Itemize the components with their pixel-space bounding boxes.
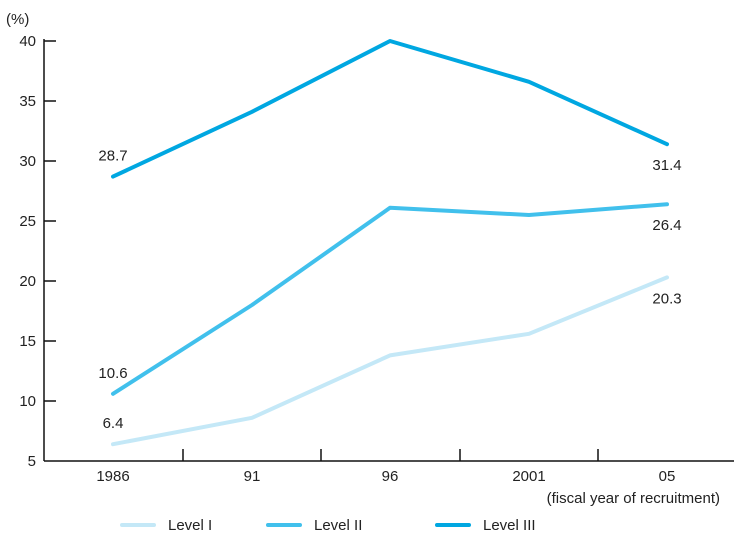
series-line-1 <box>111 275 669 447</box>
legend-label: Level II <box>314 517 362 534</box>
data-label: 6.4 <box>103 415 124 432</box>
legend-label: Level I <box>168 517 212 534</box>
data-label: 20.3 <box>652 290 681 307</box>
y-axis-unit-label: (%) <box>6 11 29 28</box>
data-label: 31.4 <box>652 157 681 174</box>
data-label: 10.6 <box>98 365 127 382</box>
y-tick-label: 15 <box>19 333 36 350</box>
y-tick-label: 35 <box>19 93 36 110</box>
data-label: 26.4 <box>652 217 681 234</box>
axes: 5 10 15 20 25 30 35 40 1986 91 96 2001 05 <box>19 33 734 485</box>
legend-label: Level III <box>483 517 536 534</box>
y-tick-label: 40 <box>19 33 36 50</box>
y-tick-label: 20 <box>19 273 36 290</box>
legend: Level I Level II Level III <box>120 517 536 534</box>
x-tick-label: 91 <box>244 468 261 485</box>
data-label: 28.7 <box>98 148 127 165</box>
x-axis-title: (fiscal year of recruitment) <box>547 490 720 507</box>
y-tick-label: 25 <box>19 213 36 230</box>
data-labels: 6.4 20.3 10.6 26.4 28.7 31.4 <box>98 148 681 433</box>
y-tick-label: 10 <box>19 393 36 410</box>
series-layer <box>111 39 669 447</box>
x-tick-label: 1986 <box>96 468 129 485</box>
series-line-2 <box>111 202 669 396</box>
x-tick-label: 2001 <box>512 468 545 485</box>
x-tick-label: 05 <box>659 468 676 485</box>
y-tick-label: 5 <box>28 453 36 470</box>
x-tick-label: 96 <box>382 468 399 485</box>
series-line-3 <box>111 39 669 179</box>
y-tick-label: 30 <box>19 153 36 170</box>
